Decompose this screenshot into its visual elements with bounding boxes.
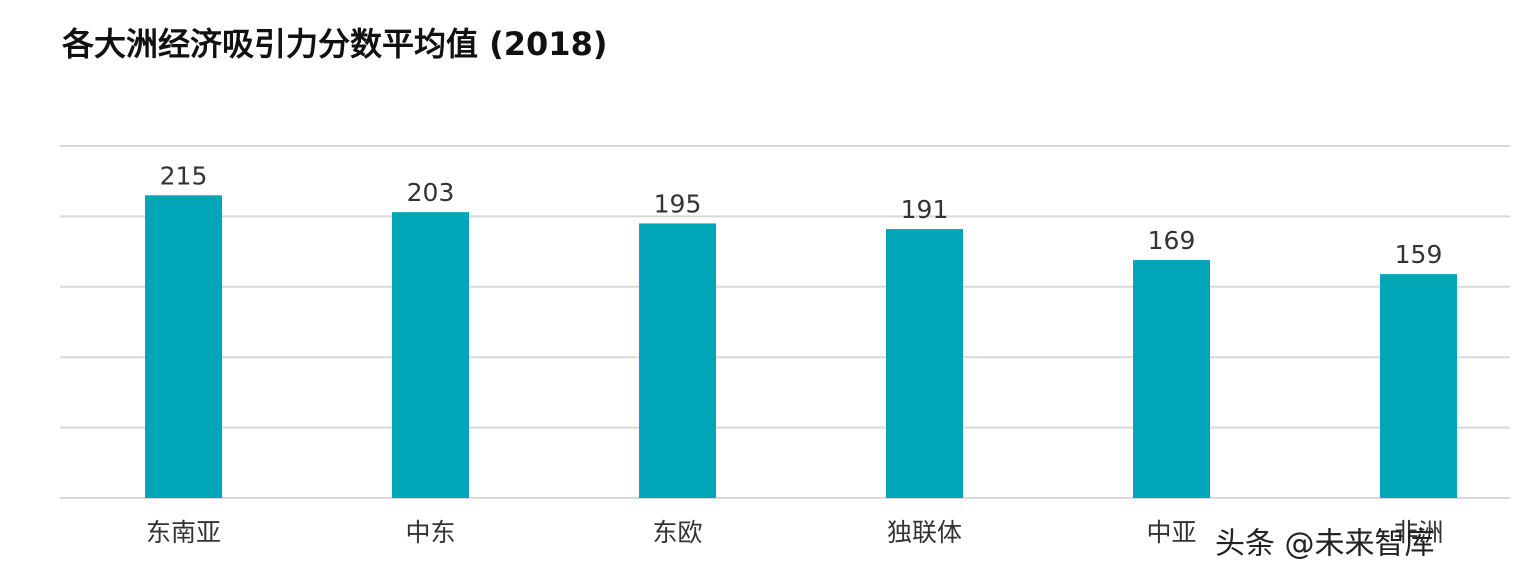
value-label: 159 [1395, 240, 1443, 269]
x-tick-label: 中亚 [1146, 518, 1196, 547]
value-label: 169 [1148, 226, 1196, 255]
x-tick-label: 非洲 [1393, 518, 1443, 547]
value-label: 195 [654, 189, 702, 218]
bar [639, 223, 716, 498]
value-label: 203 [407, 178, 455, 207]
bar [145, 195, 222, 498]
x-tick-label: 独联体 [887, 518, 962, 547]
x-tick-label: 中东 [405, 518, 455, 547]
plot-area: 215 东南亚 203 中东 195 东欧 191 独联体 169 中亚 159 非洲 [60, 145, 1510, 547]
bar [886, 229, 963, 498]
bar [1133, 260, 1210, 498]
watermark: 头条 @未来智库 [1215, 527, 1435, 562]
value-label: 191 [901, 195, 949, 224]
chart-title: 各大洲经济吸引力分数平均值 (2018) [62, 25, 607, 63]
value-label: 215 [160, 161, 208, 190]
x-tick-label: 东欧 [652, 518, 702, 547]
bar [1380, 274, 1457, 498]
x-tick-label: 东南亚 [146, 518, 221, 547]
bar [392, 212, 469, 498]
